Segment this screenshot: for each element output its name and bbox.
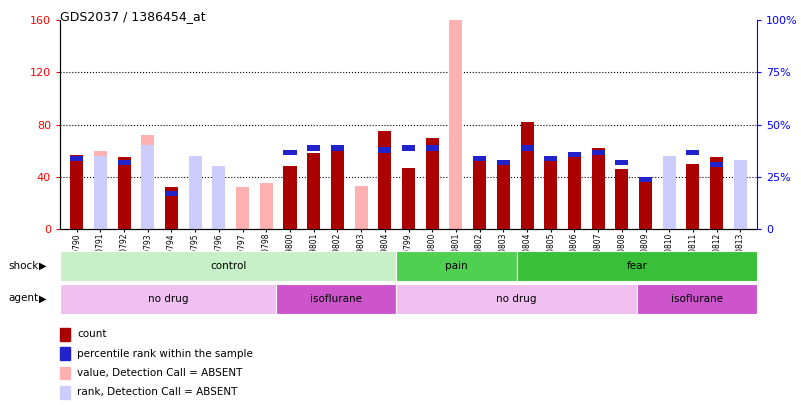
Bar	[307, 145, 320, 151]
Bar	[94, 156, 107, 229]
Bar	[497, 160, 510, 165]
Bar	[331, 151, 344, 229]
Bar	[402, 145, 415, 151]
Text: agent: agent	[8, 294, 38, 303]
Text: GDS2037 / 1386454_at: GDS2037 / 1386454_at	[60, 10, 206, 23]
Bar	[521, 122, 533, 229]
Bar	[449, 14, 462, 229]
Bar	[592, 149, 605, 155]
Bar	[592, 148, 605, 229]
Text: no drug: no drug	[148, 294, 188, 304]
Bar	[639, 177, 652, 182]
Bar	[402, 168, 415, 229]
Text: control: control	[210, 261, 247, 271]
Bar	[425, 139, 439, 229]
Text: count: count	[77, 329, 107, 339]
Bar	[189, 156, 202, 229]
Text: percentile rank within the sample: percentile rank within the sample	[77, 349, 253, 358]
Bar	[710, 157, 723, 229]
Bar	[118, 160, 131, 165]
Bar	[662, 156, 676, 229]
Bar	[568, 155, 581, 229]
Bar	[284, 149, 296, 155]
Bar	[70, 157, 83, 229]
Text: fear: fear	[626, 261, 647, 271]
Bar	[734, 160, 747, 229]
Bar	[355, 186, 368, 229]
Bar	[734, 169, 747, 229]
Text: no drug: no drug	[497, 294, 537, 304]
Text: pain: pain	[445, 261, 468, 271]
Bar	[70, 155, 83, 229]
Bar	[307, 153, 320, 229]
Bar	[165, 187, 178, 229]
Bar	[517, 251, 757, 281]
Bar	[396, 284, 637, 314]
Text: shock: shock	[8, 261, 38, 271]
Bar	[473, 156, 486, 161]
Bar	[637, 284, 757, 314]
Bar	[378, 147, 392, 153]
Bar	[212, 166, 225, 229]
Text: value, Detection Call = ABSENT: value, Detection Call = ABSENT	[77, 368, 242, 378]
Bar	[118, 157, 131, 229]
Bar	[331, 145, 344, 151]
Bar	[639, 179, 652, 229]
Text: ▶: ▶	[39, 294, 46, 303]
Bar	[378, 131, 392, 229]
Bar	[568, 151, 581, 157]
Bar	[544, 157, 557, 229]
Bar	[60, 251, 396, 281]
Bar	[189, 183, 202, 229]
Bar	[141, 145, 155, 229]
Bar	[497, 164, 510, 229]
Bar	[686, 164, 699, 229]
Bar	[473, 160, 486, 229]
Bar	[212, 190, 225, 229]
Bar	[425, 138, 439, 229]
Bar	[165, 191, 178, 196]
Bar	[521, 145, 533, 151]
Bar	[260, 183, 273, 229]
Bar	[662, 170, 676, 229]
Text: isoflurane: isoflurane	[671, 294, 723, 304]
Bar	[615, 160, 628, 165]
Bar	[396, 251, 517, 281]
Text: ▶: ▶	[39, 261, 46, 271]
Text: rank, Detection Call = ABSENT: rank, Detection Call = ABSENT	[77, 388, 237, 397]
Bar	[425, 145, 439, 151]
Bar	[236, 187, 249, 229]
Bar	[94, 151, 107, 229]
Bar	[284, 166, 296, 229]
Text: isoflurane: isoflurane	[311, 294, 362, 304]
Bar	[615, 169, 628, 229]
Bar	[544, 156, 557, 161]
Bar	[141, 135, 155, 229]
Bar	[710, 162, 723, 167]
Bar	[276, 284, 396, 314]
Bar	[60, 284, 276, 314]
Bar	[686, 149, 699, 155]
Bar	[70, 156, 83, 161]
